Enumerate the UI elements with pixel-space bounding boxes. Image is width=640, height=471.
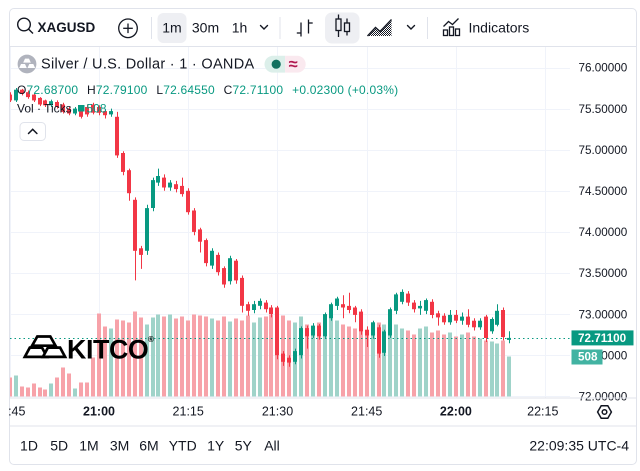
svg-text:XAGUSD: XAGUSD — [38, 20, 96, 35]
svg-text:Vol · Ticks: Vol · Ticks — [17, 102, 72, 116]
svg-text:5Y: 5Y — [235, 438, 253, 454]
svg-text:73.50000: 73.50000 — [579, 267, 628, 280]
svg-text:22:15: 22:15 — [527, 405, 558, 419]
svg-text:1Y: 1Y — [207, 438, 225, 454]
svg-text:1h: 1h — [232, 20, 248, 36]
svg-text:Indicators: Indicators — [469, 20, 530, 36]
svg-text:≈: ≈ — [289, 56, 298, 74]
svg-text:22:00: 22:00 — [440, 405, 472, 419]
svg-text:74.00000: 74.00000 — [579, 226, 628, 239]
svg-text:21:15: 21:15 — [173, 405, 204, 419]
svg-text:KITCO: KITCO — [67, 335, 148, 365]
svg-text:Silver / U.S. Dollar · 1 · OAN: Silver / U.S. Dollar · 1 · OANDA — [41, 57, 254, 73]
svg-text:3M: 3M — [110, 438, 129, 454]
svg-text:5D: 5D — [50, 438, 68, 454]
svg-text:72.71100: 72.71100 — [578, 332, 627, 345]
svg-text:O72.68700 H72.79100 L72.6455: O72.68700 H72.79100 L72.64550 C72.71100 … — [17, 83, 398, 97]
svg-text:1m: 1m — [162, 20, 181, 36]
svg-text:6M: 6M — [139, 438, 158, 454]
svg-text:®: ® — [148, 335, 154, 344]
svg-text:75.00000: 75.00000 — [579, 144, 628, 157]
svg-text:21:00: 21:00 — [83, 405, 115, 419]
svg-text:21:30: 21:30 — [262, 405, 293, 419]
svg-text:All: All — [264, 438, 280, 454]
svg-text:1M: 1M — [79, 438, 98, 454]
svg-text:30m: 30m — [192, 20, 219, 36]
svg-text:74.50000: 74.50000 — [579, 185, 628, 198]
svg-text:21:45: 21:45 — [351, 405, 382, 419]
svg-text:75.50000: 75.50000 — [579, 103, 628, 116]
svg-text:76.00000: 76.00000 — [579, 62, 628, 75]
svg-text:508: 508 — [578, 351, 598, 364]
svg-text:22:09:35 UTC-4: 22:09:35 UTC-4 — [529, 438, 629, 454]
svg-text:72.00000: 72.00000 — [579, 391, 628, 404]
svg-text:73.00000: 73.00000 — [579, 308, 628, 321]
svg-text:1D: 1D — [20, 438, 38, 454]
svg-text:508: 508 — [87, 102, 107, 116]
svg-text:20:45: 20:45 — [0, 405, 25, 419]
svg-text:YTD: YTD — [169, 438, 197, 454]
